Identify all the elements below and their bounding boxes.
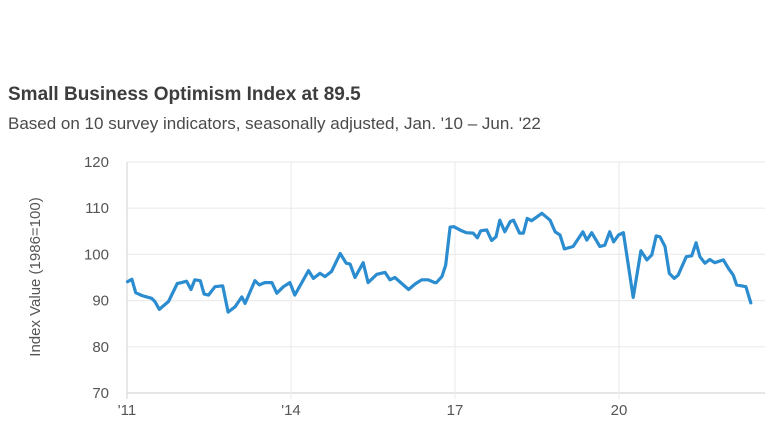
y-tick-label: 70	[92, 385, 109, 402]
x-tick-label: 17	[447, 402, 464, 419]
y-tick-label: 110	[85, 200, 109, 217]
axes: 70 80 90 100 110 120 '11 '14 17 20	[84, 154, 627, 419]
x-tick-label: '11	[118, 402, 136, 419]
y-axis-label: Index Value (1986=100)	[27, 197, 44, 356]
x-tick-label: 20	[611, 402, 628, 419]
grid	[126, 161, 765, 399]
series-line	[125, 211, 753, 314]
x-tick-label: '14	[281, 402, 301, 419]
y-tick-label: 80	[92, 339, 109, 356]
y-tick-label: 100	[84, 246, 109, 263]
y-tick-label: 90	[92, 293, 109, 310]
y-tick-label: 120	[84, 154, 109, 171]
chart-title: Small Business Optimism Index at 89.5	[8, 84, 361, 105]
chart-subtitle: Based on 10 survey indicators, seasonall…	[8, 114, 541, 133]
